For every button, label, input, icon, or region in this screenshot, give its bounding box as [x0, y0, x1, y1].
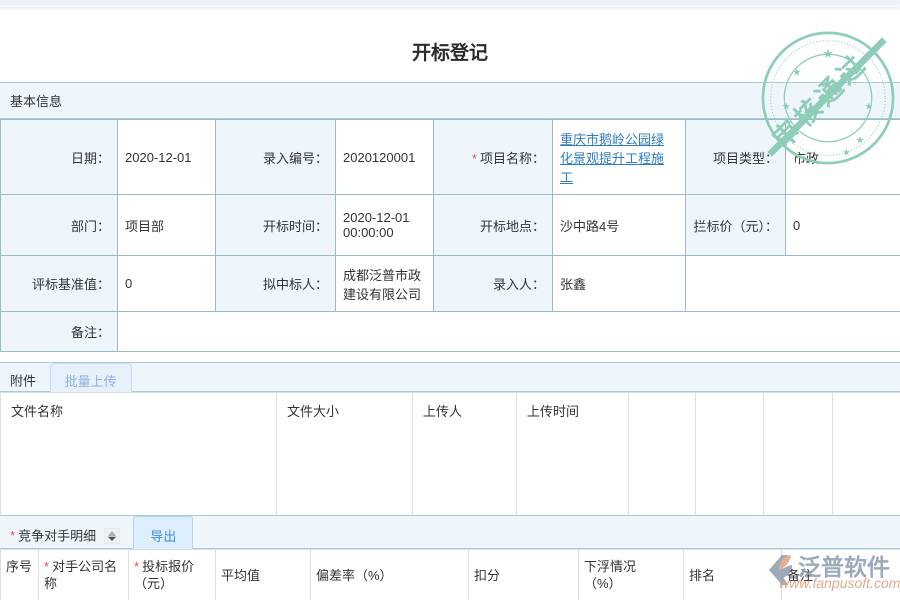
svg-text:www.fanpusoft.com: www.fanpusoft.com: [779, 575, 900, 591]
svg-text:★: ★: [792, 67, 802, 79]
